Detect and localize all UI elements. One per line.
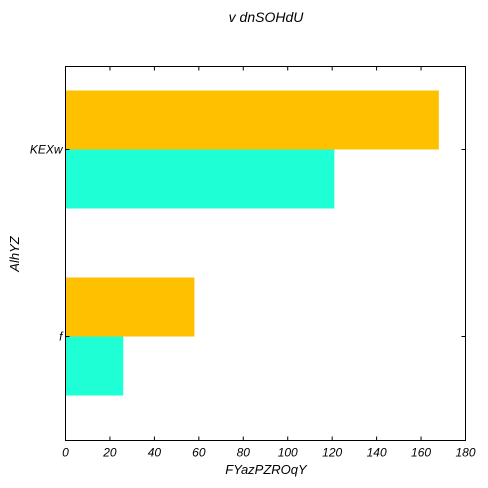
x-tick-label: 20: [102, 446, 117, 460]
y-tick-label-f: f: [59, 330, 64, 344]
y-tick-label-KEXw: KEXw: [30, 143, 64, 157]
chart-title: v dnSOHdU: [229, 9, 305, 25]
x-tick-label: 120: [322, 446, 342, 460]
x-tick-label: 160: [411, 446, 431, 460]
x-axis-label: FYazPZROqY: [225, 462, 308, 477]
x-tick-label: 60: [192, 446, 206, 460]
x-tick-label: 180: [455, 446, 475, 460]
bars-group: [66, 91, 439, 396]
bar-KEXw-series-2: [66, 150, 335, 209]
y-axis-label: AlhYZ: [7, 235, 22, 272]
bar-f-series-2: [66, 337, 124, 396]
bar-f-series-1: [66, 278, 195, 337]
x-tick-label: 140: [367, 446, 387, 460]
x-tick-label: 40: [148, 446, 162, 460]
bar-KEXw-series-1: [66, 91, 439, 150]
x-tick-label: 80: [237, 446, 251, 460]
x-tick-label: 0: [62, 446, 69, 460]
x-tick-label: 100: [278, 446, 298, 460]
